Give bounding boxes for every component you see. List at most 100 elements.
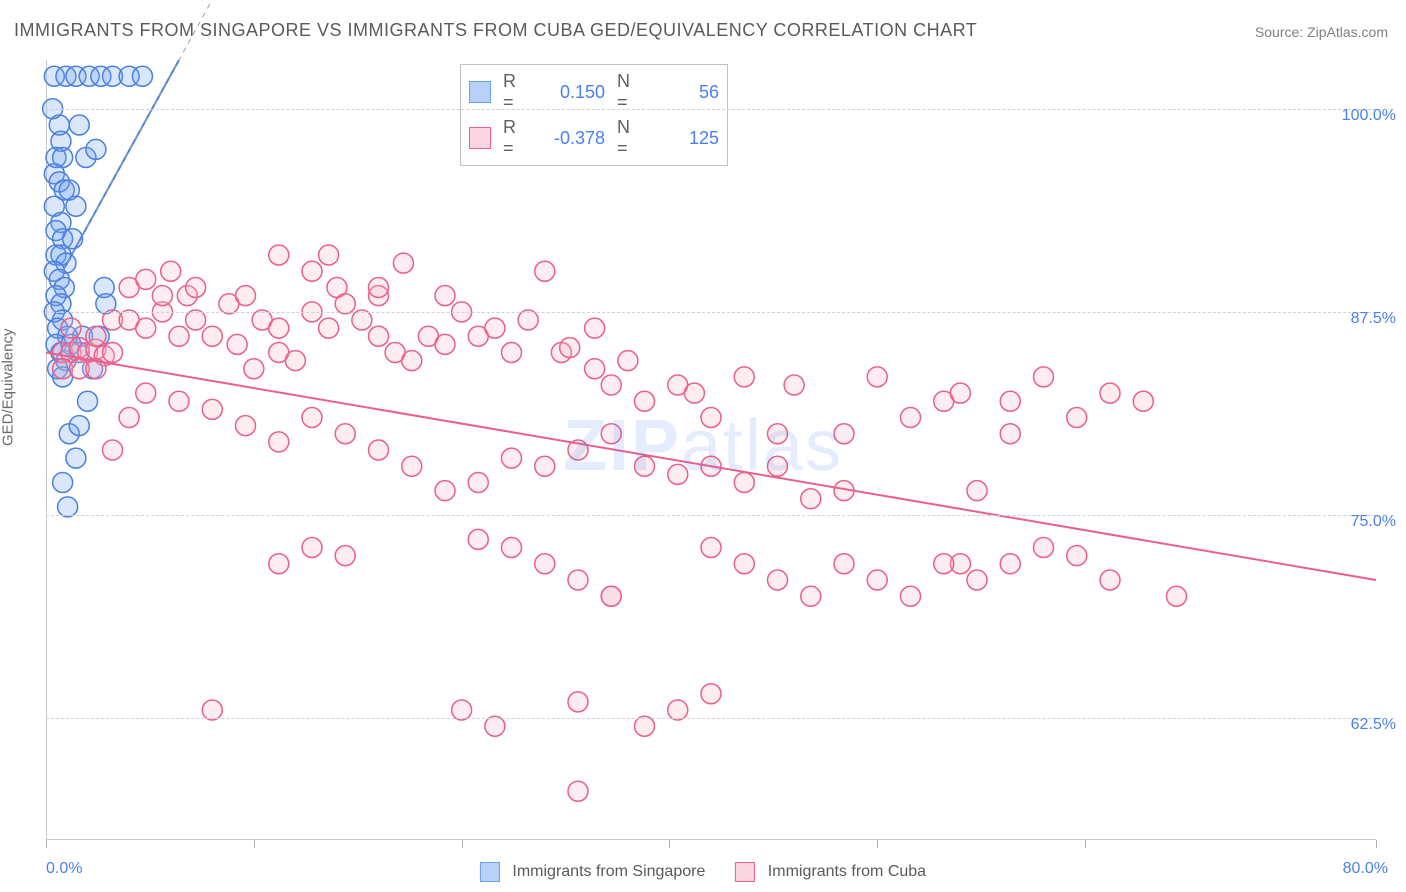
scatter-point (601, 424, 621, 444)
scatter-point (618, 351, 638, 371)
scatter-point (66, 196, 86, 216)
scatter-point (1133, 391, 1153, 411)
scatter-point (78, 391, 98, 411)
y-tick-label: 100.0% (1342, 107, 1396, 125)
scatter-point (1000, 554, 1020, 574)
scatter-point (335, 546, 355, 566)
x-tick-mark (877, 840, 878, 848)
scatter-point (568, 781, 588, 801)
scatter-point (369, 278, 389, 298)
scatter-point (668, 464, 688, 484)
scatter-point (668, 700, 688, 720)
scatter-point (452, 700, 472, 720)
scatter-point (169, 391, 189, 411)
scatter-point (1000, 391, 1020, 411)
scatter-point (435, 286, 455, 306)
scatter-point (302, 538, 322, 558)
scatter-point (568, 570, 588, 590)
scatter-point (601, 375, 621, 395)
scatter-point (867, 367, 887, 387)
scatter-point (61, 318, 81, 338)
scatter-point (285, 351, 305, 371)
scatter-point (1100, 570, 1120, 590)
scatter-point (393, 253, 413, 273)
scatter-point (202, 700, 222, 720)
scatter-point (69, 115, 89, 135)
scatter-point (269, 432, 289, 452)
stat-label-n: N = (617, 117, 643, 159)
scatter-point (319, 318, 339, 338)
stat-row: R = -0.378 N = 125 (469, 115, 719, 161)
x-tick-mark (254, 840, 255, 848)
x-tick-mark (1085, 840, 1086, 848)
scatter-point (1034, 367, 1054, 387)
scatter-point (369, 326, 389, 346)
scatter-point (161, 261, 181, 281)
source-credit: Source: ZipAtlas.com (1255, 24, 1388, 40)
scatter-point (701, 684, 721, 704)
scatter-point (867, 570, 887, 590)
scatter-point (734, 473, 754, 493)
scatter-point (169, 326, 189, 346)
scatter-point (435, 334, 455, 354)
legend-label-singapore: Immigrants from Singapore (512, 863, 705, 880)
scatter-point (186, 278, 206, 298)
scatter-point (269, 245, 289, 265)
stat-swatch-cuba (469, 127, 491, 149)
scatter-point (901, 408, 921, 428)
y-axis-label: GED/Equivalency (0, 328, 17, 446)
stat-n-singapore: 56 (655, 82, 719, 103)
scatter-point (934, 554, 954, 574)
scatter-point (236, 416, 256, 436)
y-tick-label: 87.5% (1351, 310, 1396, 328)
scatter-point (302, 261, 322, 281)
scatter-point (768, 570, 788, 590)
x-tick-mark (46, 840, 47, 848)
scatter-point (186, 310, 206, 330)
legend-item-cuba: Immigrants from Cuba (735, 862, 926, 882)
scatter-point (53, 473, 73, 493)
scatter-point (784, 375, 804, 395)
scatter-point (801, 489, 821, 509)
scatter-point (335, 294, 355, 314)
x-axis-max: 80.0% (1343, 860, 1388, 878)
scatter-point (1034, 538, 1054, 558)
gridline-h (46, 515, 1376, 516)
scatter-point (66, 448, 86, 468)
scatter-point (86, 139, 106, 159)
scatter-point (901, 586, 921, 606)
scatter-point (269, 318, 289, 338)
scatter-point (684, 383, 704, 403)
scatter-point (319, 245, 339, 265)
x-tick-mark (669, 840, 670, 848)
scatter-point (435, 481, 455, 501)
scatter-point (103, 440, 123, 460)
y-tick-label: 75.0% (1351, 513, 1396, 531)
scatter-point (136, 269, 156, 289)
scatter-point (402, 456, 422, 476)
scatter-point (236, 286, 256, 306)
stat-label-r: R = (503, 117, 529, 159)
chart-svg (46, 60, 1376, 840)
scatter-point (950, 383, 970, 403)
scatter-point (244, 359, 264, 379)
scatter-point (335, 424, 355, 444)
scatter-point (227, 334, 247, 354)
scatter-point (302, 408, 322, 428)
scatter-point (568, 692, 588, 712)
scatter-point (202, 326, 222, 346)
scatter-point (1067, 546, 1087, 566)
scatter-point (468, 529, 488, 549)
scatter-point (535, 456, 555, 476)
x-tick-mark (462, 840, 463, 848)
stat-n-cuba: 125 (655, 128, 719, 149)
legend-bottom: Immigrants from Singapore Immigrants fro… (480, 862, 926, 882)
scatter-point (768, 456, 788, 476)
gridline-h (46, 718, 1376, 719)
stat-r-cuba: -0.378 (541, 128, 605, 149)
scatter-point (502, 448, 522, 468)
stat-r-singapore: 0.150 (541, 82, 605, 103)
scatter-point (560, 338, 580, 358)
gridline-h (46, 312, 1376, 313)
scatter-point (119, 408, 139, 428)
